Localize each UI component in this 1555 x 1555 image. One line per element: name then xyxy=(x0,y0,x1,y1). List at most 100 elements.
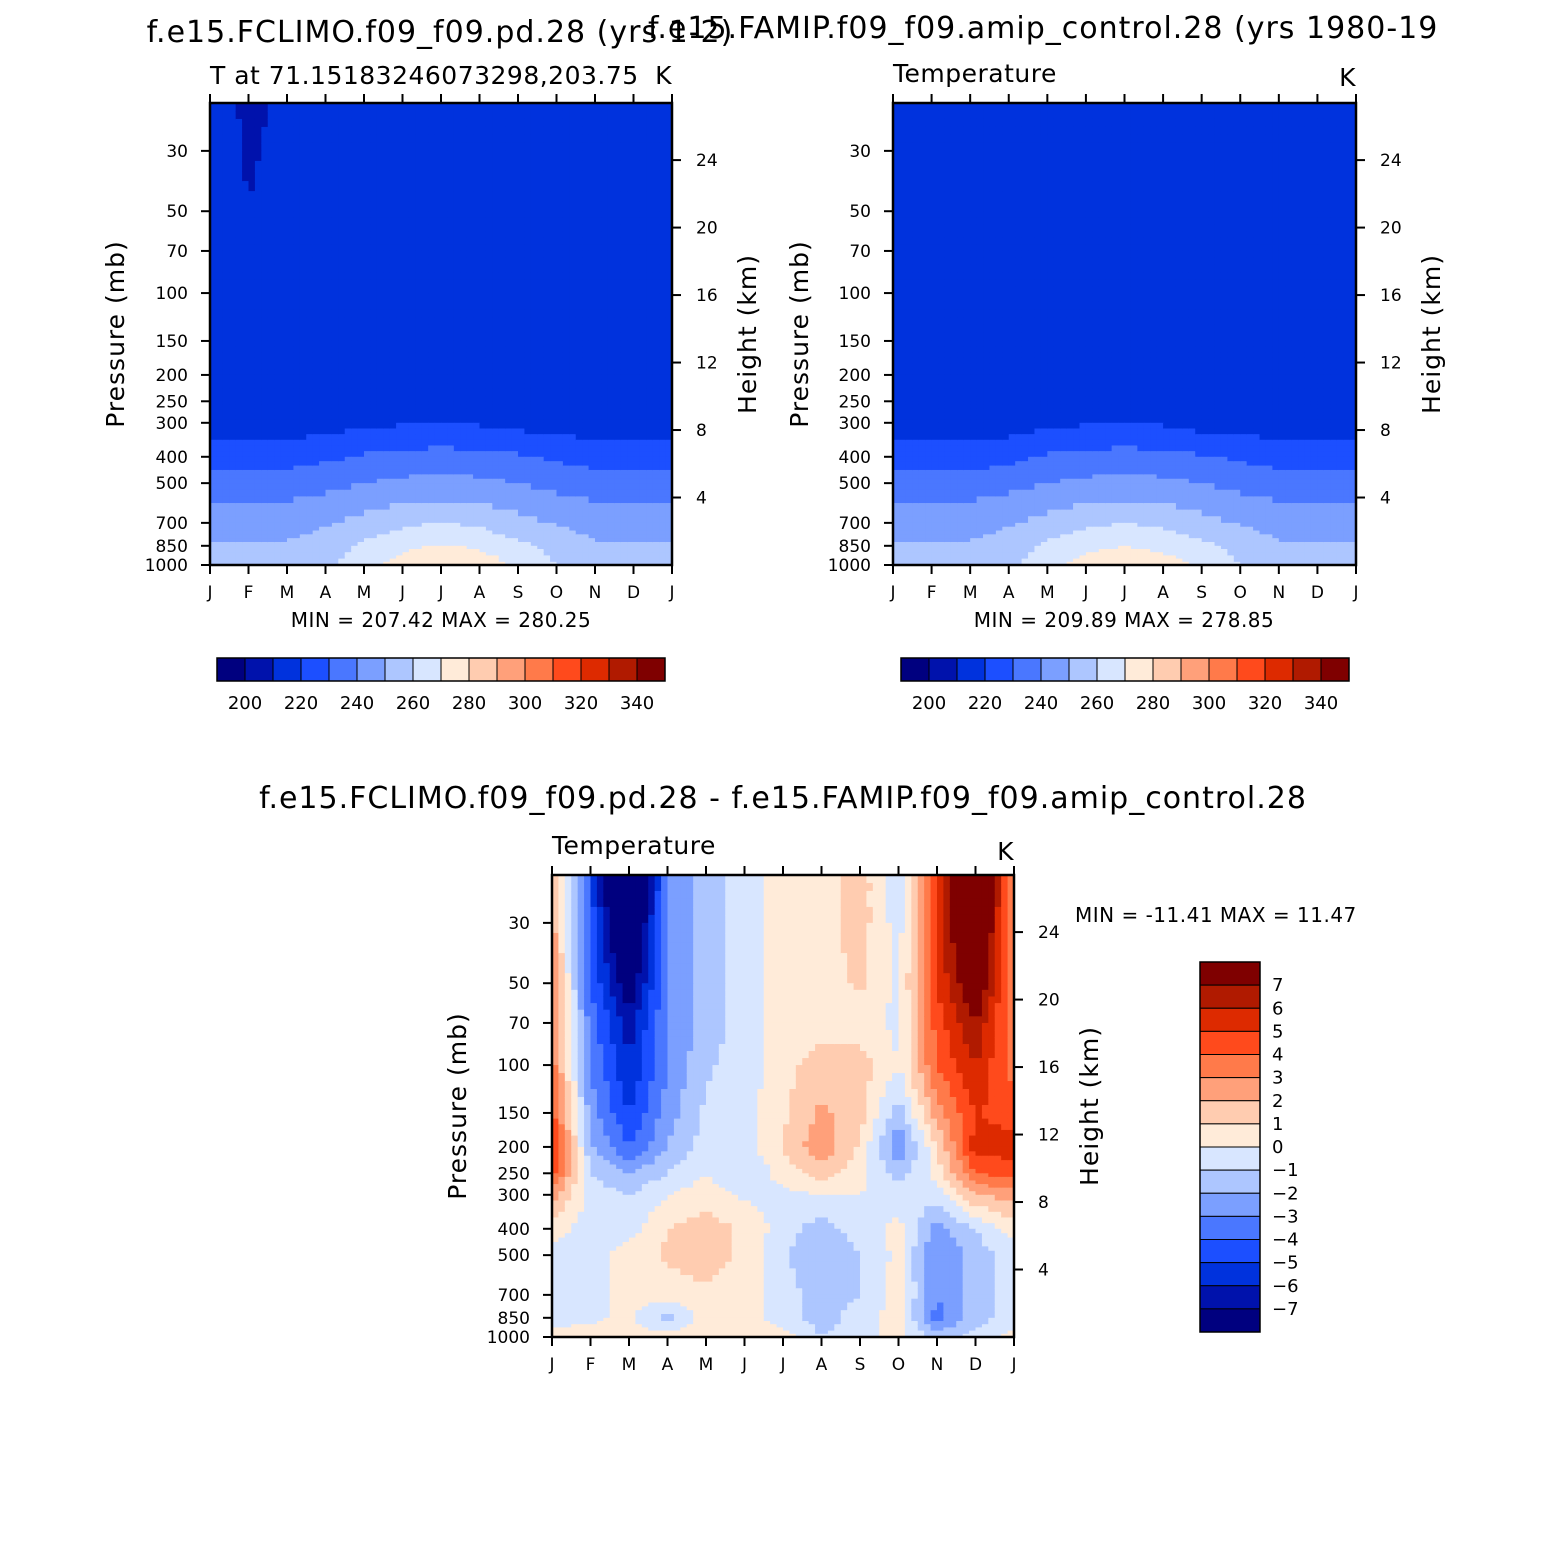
contour-cell xyxy=(627,445,635,452)
contour-cell xyxy=(274,396,282,402)
contour-cell xyxy=(319,489,327,497)
contour-cell xyxy=(498,445,506,452)
contour-cell xyxy=(210,272,218,280)
contour-cell xyxy=(492,244,500,252)
contour-cell xyxy=(485,434,493,441)
contour-cell xyxy=(434,503,442,511)
contour-cell xyxy=(518,412,526,417)
contour-cell xyxy=(479,434,487,441)
contour-cell xyxy=(537,301,545,310)
contour-cell xyxy=(665,272,673,280)
contour-cell xyxy=(601,434,609,441)
contour-cell xyxy=(627,231,635,239)
contour-cell xyxy=(364,374,372,380)
contour-cell xyxy=(601,483,609,491)
contour-cell xyxy=(357,363,365,370)
contour-cell xyxy=(293,478,301,484)
contour-cell xyxy=(267,257,275,266)
contour-cell xyxy=(498,379,506,385)
contour-cell xyxy=(492,383,500,389)
contour-cell xyxy=(331,379,339,385)
contour-cell xyxy=(261,272,269,280)
contour-cell xyxy=(389,110,397,120)
contour-cell xyxy=(511,483,519,491)
contour-cell xyxy=(261,317,269,326)
contour-cell xyxy=(408,456,416,462)
contour-cell xyxy=(466,279,474,287)
contour-cell xyxy=(550,191,558,202)
contour-cell xyxy=(620,237,628,245)
contour-cell xyxy=(614,469,622,475)
contour-cell xyxy=(479,340,487,348)
contour-cell xyxy=(441,456,449,462)
contour-cell xyxy=(428,451,436,458)
contour-cell xyxy=(331,142,339,152)
contour-cell xyxy=(441,369,449,376)
contour-cell xyxy=(280,422,288,430)
contour-cell xyxy=(216,211,224,219)
contour-cell xyxy=(319,369,327,376)
contour-cell xyxy=(319,224,327,232)
contour-cell xyxy=(639,237,647,245)
contour-cell xyxy=(287,346,295,353)
contour-cell xyxy=(550,428,558,435)
contour-cell xyxy=(248,396,256,402)
contour-cell xyxy=(319,293,327,302)
contour-cell xyxy=(665,332,673,342)
contour-cell xyxy=(562,201,570,212)
contour-cell xyxy=(383,224,391,232)
contour-cell xyxy=(222,415,230,420)
contour-cell xyxy=(222,396,230,402)
contour-cell xyxy=(492,374,500,380)
contour-cell xyxy=(434,346,442,353)
contour-cell xyxy=(299,309,307,318)
contour-cell xyxy=(274,257,282,266)
contour-cell xyxy=(370,538,378,543)
contour-cell xyxy=(453,538,461,543)
contour-cell xyxy=(274,340,282,348)
contour-cell xyxy=(447,419,455,424)
contour-cell xyxy=(524,217,532,226)
contour-cell xyxy=(665,134,673,144)
contour-cell xyxy=(408,534,416,539)
contour-cell xyxy=(280,160,288,172)
contour-cell xyxy=(582,332,590,342)
contour-cell xyxy=(229,369,237,376)
contour-cell xyxy=(415,392,423,398)
contour-cell xyxy=(376,346,384,353)
contour-cell xyxy=(453,231,461,239)
contour-cell xyxy=(460,445,468,452)
contour-cell xyxy=(280,374,288,380)
contour-cell xyxy=(396,526,404,532)
contour-cell xyxy=(473,150,481,162)
contour-cell xyxy=(485,478,493,484)
contour-cell xyxy=(550,456,558,462)
contour-cell xyxy=(216,401,224,406)
contour-cell xyxy=(364,503,372,511)
contour-cell xyxy=(646,142,654,152)
contour-cell xyxy=(408,445,416,452)
contour-cell xyxy=(267,332,275,342)
contour-cell xyxy=(639,516,647,524)
contour-cell xyxy=(254,211,262,219)
contour-cell xyxy=(274,428,282,435)
contour-cell xyxy=(485,340,493,348)
contour-cell xyxy=(331,264,339,273)
contour-cell xyxy=(434,264,442,273)
contour-cell xyxy=(402,483,410,491)
contour-cell xyxy=(248,522,256,528)
contour-cell xyxy=(607,422,615,430)
contour-cell xyxy=(344,383,352,389)
contour-cell xyxy=(665,279,673,287)
contour-cell xyxy=(248,110,256,120)
contour-cell xyxy=(299,474,307,480)
contour-cell xyxy=(620,309,628,318)
contour-cell xyxy=(364,279,372,287)
contour-cell xyxy=(466,301,474,310)
contour-cell xyxy=(646,317,654,326)
contour-cell xyxy=(312,469,320,475)
contour-cell xyxy=(428,126,436,136)
contour-cell xyxy=(274,516,282,524)
contour-cell xyxy=(530,150,538,162)
contour-cell xyxy=(518,461,526,467)
